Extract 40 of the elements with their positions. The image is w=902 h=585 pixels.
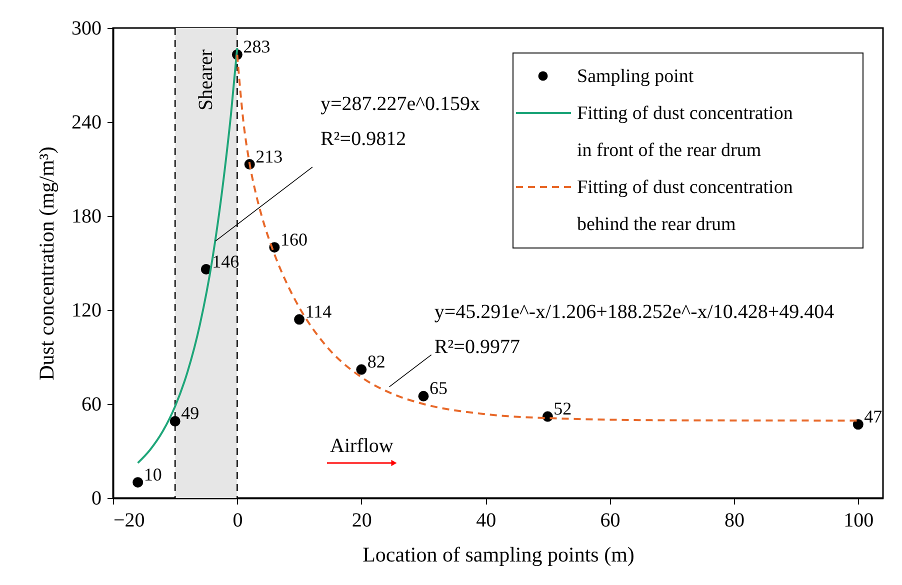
y-tick-label: 0	[92, 488, 102, 510]
y-axis-title: Dust concentration (mg/m³)	[34, 146, 58, 380]
annotation: y=287.227e^0.159x R²=0.9812	[320, 93, 480, 150]
x-tick-label: 60	[600, 510, 620, 532]
data-label: 49	[181, 403, 200, 424]
line-series	[136, 47, 238, 464]
legend-label: Fitting of dust concentration behind the rear drum	[577, 177, 794, 235]
data-label: 82	[367, 352, 386, 372]
data-label: 52	[554, 398, 572, 419]
point	[132, 477, 144, 488]
point	[356, 364, 367, 375]
data-label: 47	[864, 406, 882, 426]
band-label: Shearer	[195, 49, 218, 111]
annotation: y=45.291e^-x/1.206+188.252e^-x/10.428+49.404 R²=0.9977	[434, 300, 834, 358]
y-tick-label: 60	[82, 394, 102, 416]
x-tick-label: 80	[724, 510, 744, 532]
x-axis-title: Location of sampling points (m)	[362, 542, 634, 566]
point	[294, 314, 305, 325]
data-label: 10	[144, 464, 162, 484]
point	[170, 416, 180, 426]
x-tick-label: 20	[352, 510, 372, 532]
y-tick-label: 180	[72, 206, 102, 228]
x-tick-label: 40	[476, 510, 496, 532]
x-tick-label: 100	[844, 510, 874, 532]
y-tick-label: 300	[72, 18, 102, 40]
data-label: 283	[243, 36, 270, 57]
data-label: 65	[429, 378, 448, 398]
data-label: 146	[212, 251, 240, 272]
y-tick-label: 240	[72, 112, 102, 134]
x-tick-label: 0	[232, 510, 243, 532]
data-label: 213	[256, 146, 283, 166]
point	[418, 390, 429, 402]
data-label: 160	[280, 229, 308, 250]
annotation: Airflow	[330, 435, 394, 457]
y-tick-label: 120	[72, 300, 102, 322]
legend-label: Sampling point	[577, 66, 694, 87]
data-label: 114	[305, 301, 332, 322]
legend-label: Fitting of dust concentration in front of the rear drum	[577, 103, 794, 161]
x-tick-label: −20	[114, 510, 145, 532]
point	[852, 419, 864, 430]
